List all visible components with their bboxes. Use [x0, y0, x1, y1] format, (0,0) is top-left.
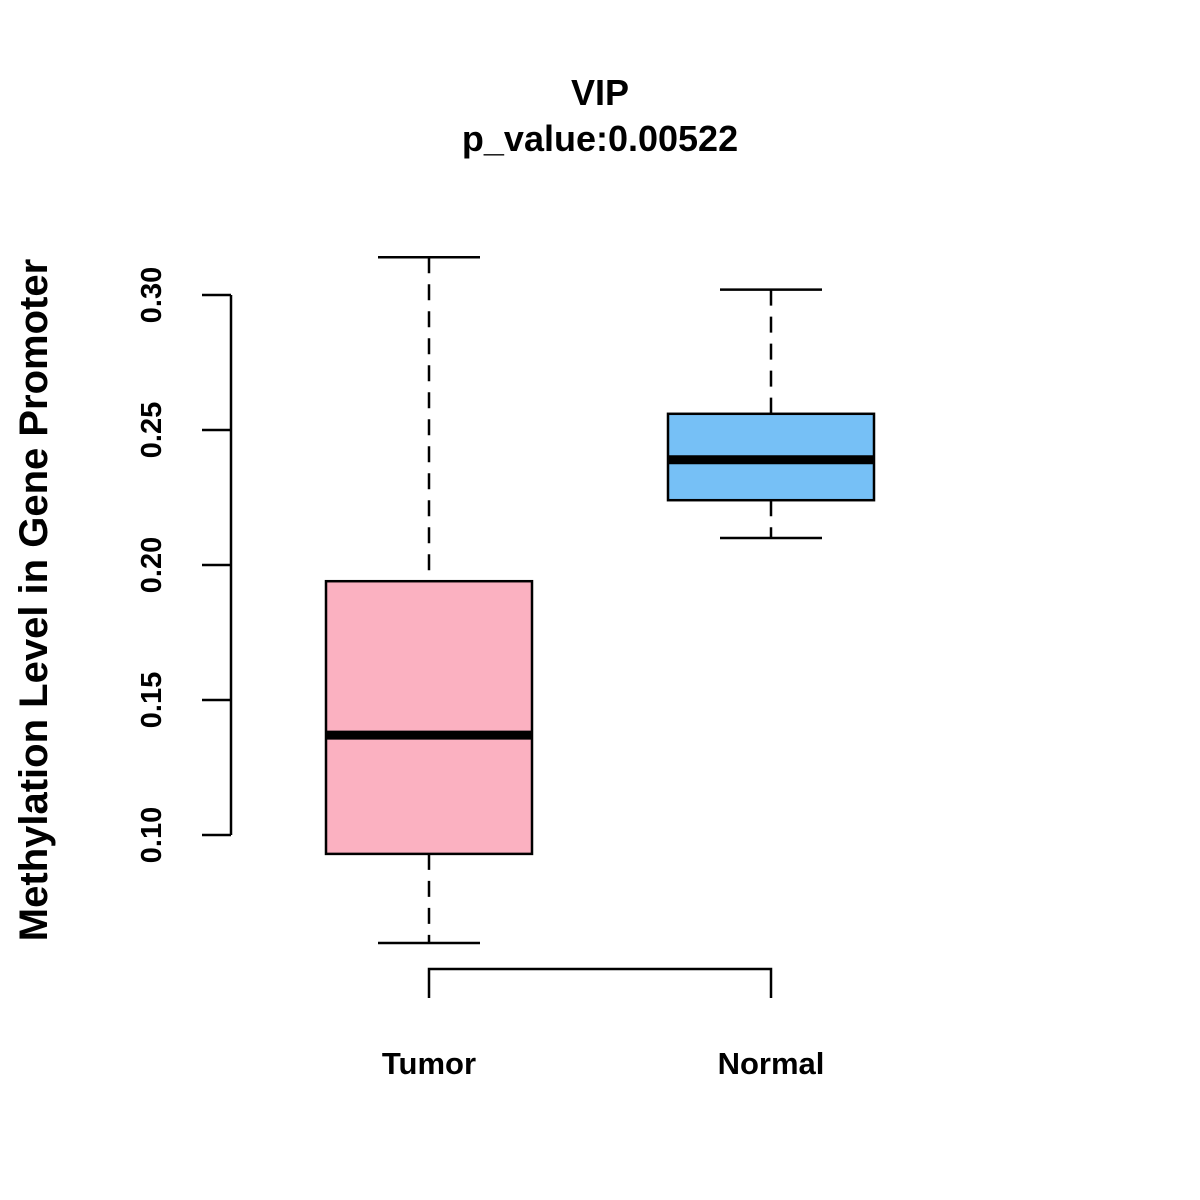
box-tumor [324, 255, 534, 945]
y-tick-label-4: 0.30 [136, 267, 168, 323]
y-tick-label-1: 0.15 [136, 672, 168, 728]
category-labels: Tumor Normal [382, 1046, 824, 1081]
y-tick-label-2: 0.20 [136, 537, 168, 593]
y-tick-label-0: 0.10 [136, 807, 168, 863]
category-label-tumor: Tumor [382, 1046, 476, 1081]
box-body [324, 579, 534, 856]
chart-subtitle: p_value:0.00522 [462, 118, 738, 159]
y-axis-label: Methylation Level in Gene Promoter [12, 259, 56, 941]
y-tick-label-3: 0.25 [136, 402, 168, 458]
category-label-normal: Normal [718, 1046, 825, 1081]
y-axis: 0.10 0.15 0.20 0.25 0.30 [136, 267, 233, 863]
boxes [324, 255, 876, 945]
comparison-bracket [427, 967, 773, 998]
chart-title: VIP [571, 72, 629, 113]
box-normal [666, 288, 876, 540]
bracket-line [427, 967, 773, 998]
